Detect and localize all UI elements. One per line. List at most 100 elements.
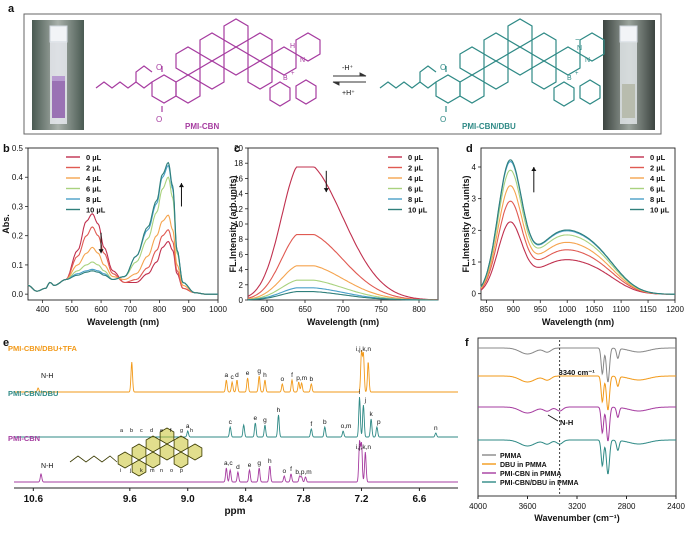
o-label-1: O (156, 63, 162, 72)
ring (131, 443, 147, 461)
peak-label: f (310, 421, 312, 428)
ring (145, 451, 161, 469)
nmr-trace (14, 350, 458, 393)
trend-arrow-down-head (98, 249, 104, 254)
peak-label: a,c (224, 460, 233, 467)
y-tick-label: 14 (234, 190, 243, 199)
peak-label: o (282, 468, 286, 475)
x-tick-label: 600 (260, 305, 274, 314)
ring (159, 443, 175, 461)
ring (117, 451, 133, 469)
x-tick-label: 2400 (667, 502, 685, 511)
ir-trace (478, 439, 676, 475)
y-tick-label: 4 (472, 163, 477, 172)
x-tick-label: 9.0 (181, 494, 195, 505)
structure-atom-label: a (120, 428, 124, 434)
x-tick-label: 7.2 (355, 494, 369, 505)
x-tick-label: 1100 (613, 305, 631, 314)
o-label-3: O (440, 63, 446, 72)
plus-label-right: + (575, 71, 579, 77)
x-tick-label: 700 (336, 305, 350, 314)
peak-label: b (323, 419, 327, 426)
y-tick-label: 0.5 (12, 144, 24, 153)
panel-e-chart: 10.6 9.6 9.0 8.4 7.8 7.2 6.6ppmePMI-CBN/DBU+TF… (3, 337, 458, 517)
y-tick-label: 12 (234, 205, 243, 214)
peak-label: f (291, 372, 293, 379)
peak-label: e (246, 370, 250, 377)
x-tick-label: 650 (298, 305, 312, 314)
structure-atom-label: g (180, 428, 183, 434)
x-tick-label: 1050 (585, 305, 603, 314)
y-tick-label: 20 (234, 144, 243, 153)
x-axis-label: Wavenumber (cm⁻¹) (534, 513, 619, 523)
structure-atom-label: c (140, 428, 143, 434)
ring (173, 435, 189, 453)
minus-label: − (575, 35, 580, 44)
y-tick-label: 3 (472, 195, 477, 204)
structure-atom-label: f (170, 428, 172, 434)
spectrum-line (27, 164, 218, 295)
o-label-4: O (440, 115, 446, 124)
legend-label: 8 µL (650, 195, 666, 204)
n-label-right: N (577, 45, 582, 52)
peak-label: d (235, 372, 239, 379)
legend-label: PMI-CBN in PMMA (500, 471, 561, 478)
structure-atom-label: n (160, 468, 163, 474)
plus-label-left: + (291, 71, 295, 77)
x-tick-label: 1000 (558, 305, 576, 314)
trace-label: PMI-CBN (8, 434, 40, 443)
x-tick-label: 8.4 (239, 494, 253, 505)
fl-line (480, 221, 675, 295)
peak-label: i,j,k,n (356, 444, 372, 451)
panel-letter: d (466, 143, 473, 155)
legend-label: 10 µL (650, 206, 670, 215)
legend-label: 6 µL (408, 185, 424, 194)
y-tick-label: 2 (472, 226, 477, 235)
x-tick-label: 7.8 (297, 494, 311, 505)
legend-label: 0 µL (86, 153, 102, 162)
x-tick-label: 3600 (519, 502, 537, 511)
legend-label: 4 µL (86, 174, 102, 183)
x-tick-label: 9.6 (123, 494, 137, 505)
peak-label: a (225, 372, 229, 379)
vial-left (32, 20, 84, 130)
vial-right (603, 20, 655, 130)
panel-letter: e (3, 337, 9, 349)
y-tick-label: 18 (234, 159, 243, 168)
y-tick-label: 2 (239, 281, 244, 290)
x-tick-label: 3200 (568, 502, 586, 511)
nh-label-bottom: N-H (41, 463, 53, 470)
x-axis-label: Wavelength (nm) (307, 317, 379, 327)
equilibrium-arrows (332, 72, 367, 86)
legend-label: 4 µL (650, 174, 666, 183)
x-tick-label: 1150 (639, 305, 657, 314)
panel-a: a (8, 3, 662, 135)
trend-arrow-up-head (531, 167, 537, 171)
panel-d-chart: 850 900 950 1000 1050 1100 1150 1200 0 1 2 3 4 Wavele… (461, 143, 684, 327)
nmr-trace (14, 440, 458, 483)
structure-atom-label: p (180, 468, 183, 474)
b-label-left: B (283, 75, 288, 82)
spectrum-line (27, 161, 218, 295)
peak-label: g (257, 460, 261, 467)
y-tick-label: 10 (234, 220, 243, 229)
nmr-trace (14, 396, 458, 438)
fl-line (247, 291, 438, 301)
y-tick-label: 1 (472, 258, 477, 267)
legend-label: 2 µL (650, 164, 666, 173)
trace-label: PMI-CBN/DBU (8, 389, 58, 398)
peak-label: h (268, 458, 272, 465)
x-tick-label: 900 (182, 305, 196, 314)
y-tick-label: 0 (472, 290, 477, 299)
x-tick-label: 2800 (618, 502, 636, 511)
peak-label: i,j,k,n (356, 346, 372, 353)
peak-label: o,m (341, 423, 352, 430)
peak-label: c (231, 374, 235, 381)
molecule-pmi-cbn-dbu (379, 18, 605, 112)
fl-line (480, 159, 675, 295)
ring (173, 451, 189, 469)
panel-c-chart: 600 650 700 750 800 0 2 4 6 8 10 12 14 16 18 20 Waveleng… (228, 143, 439, 327)
nh-label-top: N-H (41, 373, 53, 380)
peak-label: b (309, 376, 313, 383)
